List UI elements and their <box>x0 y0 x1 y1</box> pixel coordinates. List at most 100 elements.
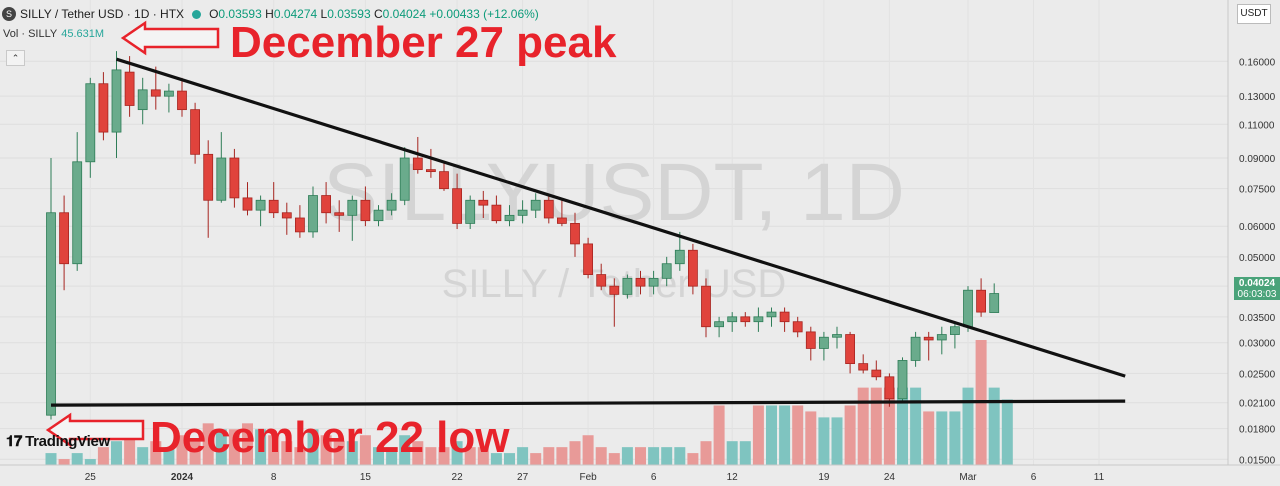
volume-bar <box>373 447 384 465</box>
candle-body <box>425 169 436 173</box>
candle-body <box>740 316 751 323</box>
candle-body <box>229 157 240 199</box>
candle-body <box>570 223 580 245</box>
price-tick-label: 0.16000 <box>1239 57 1276 68</box>
candle-body <box>989 293 1000 313</box>
volume-bar <box>71 453 83 465</box>
candle-body <box>321 195 332 214</box>
candle-body <box>557 217 567 224</box>
collapse-legend-button[interactable]: ⌃ <box>6 50 25 66</box>
volume-bar <box>255 429 267 465</box>
volume-bar <box>124 435 136 465</box>
candle-body <box>688 249 698 287</box>
low-label: L <box>320 7 328 21</box>
candle-body <box>622 277 633 295</box>
candle-body <box>242 197 253 211</box>
candle-body <box>373 209 384 222</box>
candle-body <box>294 217 305 233</box>
time-tick-label: 2024 <box>171 472 194 483</box>
chart-header: S SILLY / Tether USD · 1D · HTX O0.03593… <box>0 5 539 23</box>
candle-body <box>334 212 345 216</box>
candle-body <box>59 212 69 265</box>
low-value: 0.03593 <box>327 7 371 21</box>
candle-body <box>46 212 56 416</box>
open-label: O <box>209 7 219 21</box>
candle-body <box>779 311 790 323</box>
volume-bar <box>150 441 162 465</box>
price-tick-label: 0.06000 <box>1239 222 1276 233</box>
candle-body <box>308 195 318 233</box>
volume-bar <box>897 387 908 465</box>
volume-bar <box>215 429 227 465</box>
watermark-symbol: SILLYUSDT, 1D <box>323 147 905 238</box>
currency-select[interactable]: USDT <box>1237 4 1271 24</box>
price-tick-label: 0.01800 <box>1239 425 1276 436</box>
price-tick-label: 0.05000 <box>1239 253 1276 264</box>
last-price-value: 0.04024 <box>1238 278 1276 289</box>
candle-body <box>871 369 882 378</box>
time-tick-label: 6 <box>1031 472 1037 483</box>
candle-body <box>255 199 266 211</box>
volume-bar <box>687 453 699 465</box>
close-label: C <box>373 7 383 21</box>
volume-bar <box>1001 399 1013 465</box>
volume-bar <box>137 447 149 465</box>
volume-bar <box>700 441 712 465</box>
candle-body <box>150 89 161 97</box>
candle-body <box>976 289 986 313</box>
bar-countdown: 06:03:03 <box>1237 289 1277 300</box>
volume-bar <box>910 387 922 465</box>
candle-body <box>923 336 934 341</box>
volume-bar <box>674 447 686 465</box>
volume-bar <box>45 453 57 465</box>
volume-bar <box>386 447 398 465</box>
price-tick-label: 0.02100 <box>1239 399 1276 410</box>
tradingview-logo[interactable]: 𝟏𝟕 TradingView <box>6 433 110 450</box>
volume-bar <box>857 387 869 465</box>
candle-body <box>858 363 869 371</box>
time-tick-label: 24 <box>884 472 896 483</box>
candle-body <box>347 199 358 216</box>
candle-body <box>897 360 908 400</box>
candle-body <box>963 289 973 328</box>
volume-bar <box>661 447 673 465</box>
volume-bar <box>752 405 764 465</box>
volume-bar <box>530 453 542 465</box>
price-tick-label: 0.13000 <box>1239 92 1276 103</box>
candle-body <box>884 376 895 400</box>
volume-bar <box>766 405 777 465</box>
candle-body <box>819 336 829 349</box>
volume-bar <box>438 447 450 465</box>
volume-bar <box>595 447 607 465</box>
candle-body <box>399 157 410 201</box>
high-label: H <box>265 7 274 21</box>
volume-bar <box>111 441 122 465</box>
price-tick-label: 0.09000 <box>1239 154 1276 165</box>
volume-bar <box>556 447 568 465</box>
candle-body <box>648 277 659 287</box>
candle-body <box>177 90 187 111</box>
time-tick-label: 12 <box>727 472 739 483</box>
candle-body <box>727 316 738 323</box>
symbol-title[interactable]: SILLY / Tether USD · 1D · HTX <box>20 7 185 21</box>
volume-bar <box>870 387 882 465</box>
volume-bar <box>726 441 738 465</box>
volume-bar <box>608 453 620 465</box>
time-tick-label: 27 <box>517 472 529 483</box>
volume-label: Vol · SILLY <box>3 28 58 40</box>
candle-body <box>452 188 463 224</box>
candle-body <box>583 243 593 275</box>
candle-body <box>596 274 607 287</box>
ohlc-values: O0.03593 H0.04274 L0.03593 C0.04024 +0.0… <box>209 7 539 21</box>
candle-body <box>190 109 201 155</box>
candle-body <box>85 83 96 163</box>
low-arrow-icon <box>45 412 145 448</box>
descending-trendline <box>116 57 1126 378</box>
time-tick-label: 8 <box>271 472 277 483</box>
open-value: 0.03593 <box>218 7 262 21</box>
volume-bar <box>477 447 489 465</box>
price-tick-label: 0.01500 <box>1239 455 1276 466</box>
volume-bar <box>962 387 974 465</box>
volume-bar <box>189 441 201 465</box>
